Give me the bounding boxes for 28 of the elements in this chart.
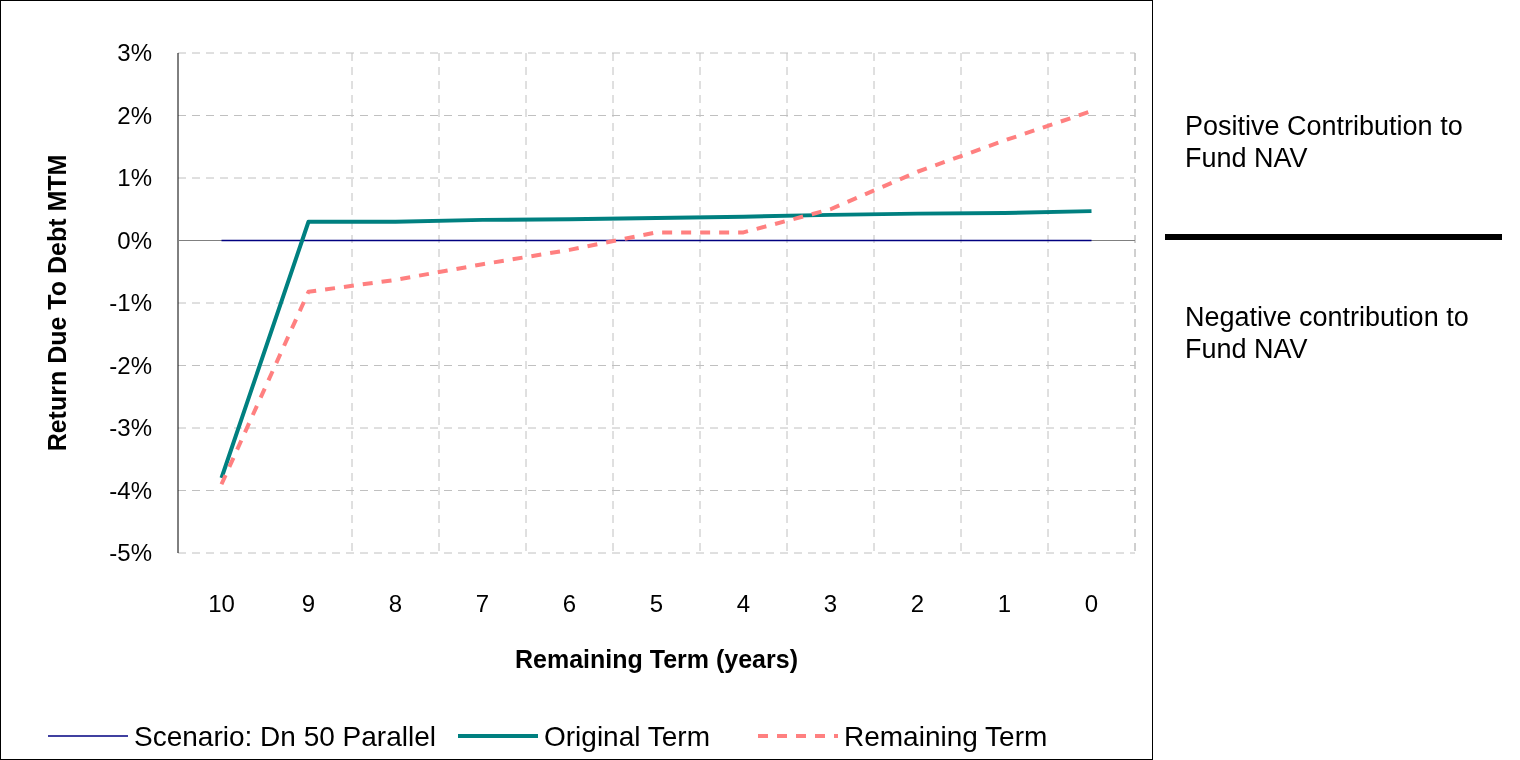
y-tick-label: -3% bbox=[109, 414, 152, 442]
y-tick-label: 1% bbox=[117, 164, 152, 192]
y-tick-label: -2% bbox=[109, 351, 152, 379]
text: Positive Contribution to Fund NAV bbox=[1185, 111, 1463, 173]
legend-label: Scenario: Dn 50 Parallel bbox=[134, 720, 436, 752]
line-series bbox=[219, 209, 1094, 480]
x-axis-title: Remaining Term (years) bbox=[515, 645, 798, 673]
y-tick-label: 2% bbox=[117, 101, 152, 129]
x-tick-label: 1 bbox=[997, 590, 1012, 617]
x-tick-label: 4 bbox=[736, 590, 751, 617]
x-tick-label: 7 bbox=[475, 590, 490, 617]
x-tick-label: 2 bbox=[910, 590, 925, 617]
x-tick-label: 10 bbox=[208, 590, 235, 617]
x-tick-label: 9 bbox=[301, 590, 316, 617]
y-tick-label: 0% bbox=[117, 226, 152, 254]
y-tick-label: -4% bbox=[109, 476, 152, 504]
y-tick-label: -1% bbox=[109, 289, 152, 317]
legend-label: Remaining Term bbox=[844, 720, 1048, 752]
x-tick-label: 3 bbox=[823, 590, 838, 617]
x-tick-label: 5 bbox=[649, 590, 664, 617]
legend-label: Original Term bbox=[544, 720, 710, 752]
y-axis-title: Return Due To Debt MTM bbox=[43, 154, 71, 452]
x-tick-label: 8 bbox=[388, 590, 403, 617]
x-tick-label: 0 bbox=[1084, 590, 1099, 617]
y-tick-label: 3% bbox=[117, 39, 152, 67]
y-tick-label: -5% bbox=[109, 539, 152, 567]
x-tick-label: 6 bbox=[562, 590, 577, 617]
text: Negative contribution to Fund NAV bbox=[1185, 302, 1469, 364]
